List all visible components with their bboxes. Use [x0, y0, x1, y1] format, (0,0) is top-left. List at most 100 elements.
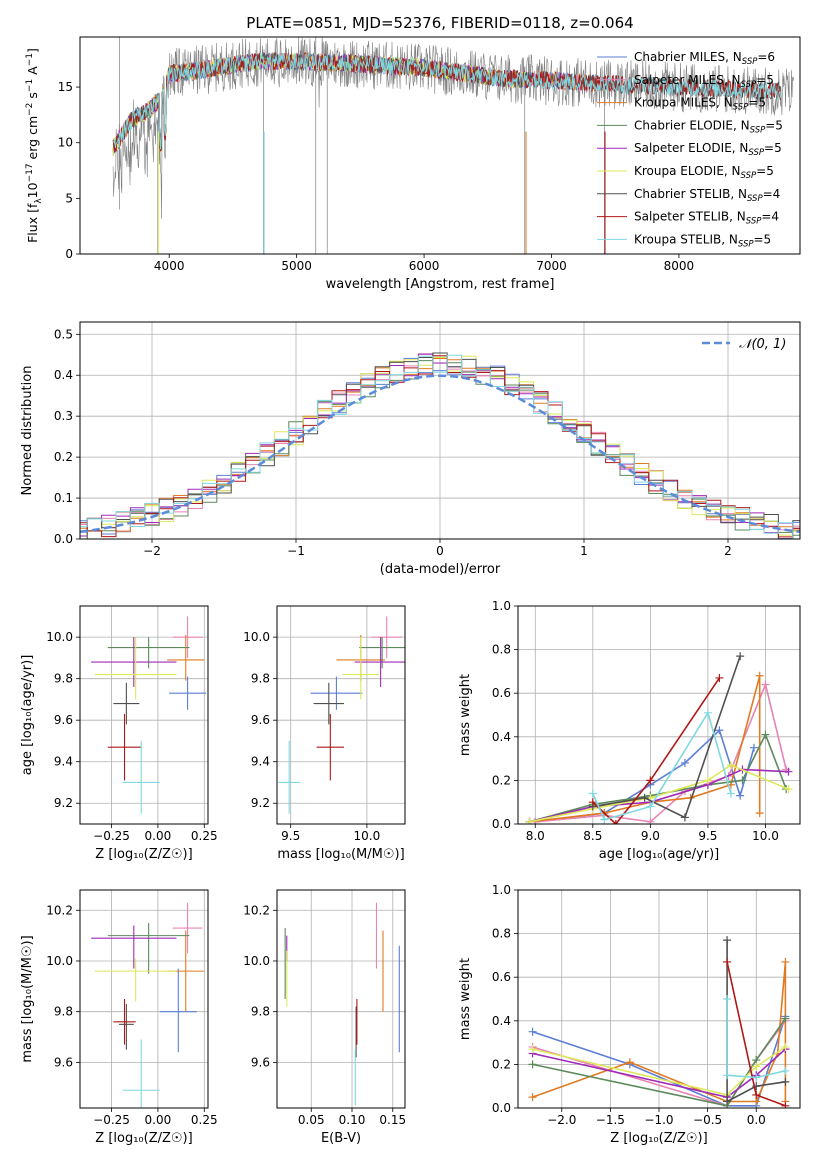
y-tick-label: 10.0 [46, 630, 73, 644]
legend-label-part: Salpeter MILES, N [634, 73, 741, 87]
weight-marker-salpeter_elodie [784, 767, 793, 776]
x-tick-label: 0.15 [379, 1113, 406, 1127]
weight-line-kroupa_stelib [726, 999, 786, 1079]
legend-label-part: Kroupa STELIB, N [634, 232, 738, 246]
y-tick-label: 1.0 [492, 883, 511, 897]
legend-label-sub: SSP [748, 148, 764, 158]
y-tick-label: 9.8 [251, 672, 270, 686]
y-tick-label: 1.0 [492, 599, 511, 613]
weight-line-chabrier_stelib [592, 655, 741, 819]
y-axis-label-part: A [25, 66, 40, 79]
legend-label-sub: SSP [742, 57, 758, 67]
y-tick-label: 10.2 [243, 903, 270, 917]
weight-marker-kroupa_miles [781, 957, 790, 966]
weight-marker-kroupa_miles [755, 809, 764, 818]
x-tick-label: −0.25 [93, 1113, 130, 1127]
weight-marker-chabrier_elodie [528, 1060, 537, 1069]
weight-line-kroupa_elodie [532, 1046, 786, 1096]
legend-label-sub: SSP [738, 239, 754, 249]
y-axis-label: mass weight [458, 674, 473, 756]
weight-marker-salpeter_stelib [752, 1090, 761, 1099]
y-axis-label: mass [log₁₀(M/M☉)] [20, 935, 35, 1062]
x-tick-label: 0.25 [191, 829, 218, 843]
y-tick-label: 9.2 [251, 796, 270, 810]
legend-label-part: =4 [761, 210, 779, 224]
x-tick-label: 0.10 [339, 1113, 366, 1127]
y-tick-label: 0.1 [54, 491, 73, 505]
x-tick-label: 2 [724, 544, 732, 558]
y-tick-label: 0.4 [492, 730, 511, 744]
panel-weight_age: 8.0 8.5 9.0 9.5 10.0 0.0 0.2 0.4 0.6 0.8 1.0 age [l… [458, 599, 801, 862]
y-tick-label: 0.2 [492, 773, 511, 787]
legend-label: Salpeter ELODIE, NSSP=5 [634, 141, 782, 158]
weight-marker-kroupa_elodie [703, 776, 712, 785]
x-tick-label: 10.0 [752, 829, 779, 843]
x-tick-label: −0.25 [93, 829, 130, 843]
y-tick-label: 9.2 [54, 796, 73, 810]
axes-frame [79, 605, 209, 825]
weight-marker-kroupa_miles [755, 671, 764, 680]
legend-label-part: =5 [754, 232, 772, 246]
plot-area [278, 616, 405, 814]
y-tick-label: 9.6 [251, 1055, 270, 1069]
panel-mass_Z: −0.25 0.00 0.25 9.6 9.8 10.0 10.2 Z [log₁₀(Z/Z☉… [20, 889, 218, 1146]
weight-line-salpeter_elodie [529, 768, 789, 823]
x-axis-label: Z [log₁₀(Z/Z☉)] [95, 1131, 192, 1146]
weight-marker-kroupa_stelib [723, 995, 732, 1003]
y-tick-label: 0.0 [492, 1101, 511, 1115]
y-tick-label: 0.4 [492, 1014, 511, 1028]
weight-marker-chabrier_elodie [761, 730, 770, 739]
legend-label-sub: SSP [747, 194, 763, 204]
x-tick-label: 7000 [536, 259, 567, 273]
x-tick-label: −1 [287, 544, 305, 558]
y-tick-label: 9.4 [54, 755, 73, 769]
weight-marker-kroupa_elodie [528, 1045, 537, 1054]
weight-marker-salpeter_miles [646, 817, 655, 824]
weight-marker-chabrier_stelib [640, 793, 649, 802]
x-tick-label: 0.00 [145, 1113, 172, 1127]
legend-label-sub: SSP [746, 217, 762, 227]
y-tick-label: 9.8 [251, 1005, 270, 1019]
axes-frame [276, 605, 406, 825]
plot-area [112, 37, 794, 254]
x-axis-label: Z [log₁₀(Z/Z☉)] [610, 1131, 707, 1146]
weight-marker-kroupa_stelib [600, 815, 609, 824]
legend-label-part: Chabrier MILES, N [634, 50, 742, 64]
y-axis-label-part: s [25, 92, 40, 103]
x-tick-label: −2 [143, 544, 161, 558]
observed-spectrum [112, 37, 794, 219]
legend-label: Kroupa ELODIE, NSSP=5 [634, 164, 774, 181]
weight-marker-kroupa_stelib [781, 1066, 790, 1075]
weight-marker-kroupa_stelib [703, 708, 712, 717]
y-axis-label-part: ] [25, 48, 40, 53]
y-axis-label-part: −1 [25, 53, 35, 66]
weight-line-chabrier_elodie [532, 1018, 787, 1107]
weight-marker-kroupa_stelib [752, 1073, 761, 1082]
weight-marker-kroupa_elodie [726, 761, 735, 770]
y-axis-label-part: Flux [f [25, 203, 40, 243]
y-tick-label: 10.0 [46, 954, 73, 968]
weight-marker-kroupa_miles [625, 1058, 634, 1067]
weight-marker-chabrier_miles [680, 758, 689, 767]
x-tick-label: 6000 [409, 259, 440, 273]
y-tick-label: 9.4 [251, 755, 270, 769]
weight-marker-chabrier_elodie [781, 1014, 790, 1023]
residual-histogram-kroupa_elodie [80, 355, 800, 539]
weight-marker-chabrier_stelib [736, 652, 745, 661]
x-axis-label: Z [log₁₀(Z/Z☉)] [95, 847, 192, 862]
y-axis-label: age [log₁₀(age/yr)] [20, 655, 35, 776]
weight-marker-salpeter_stelib [715, 673, 724, 682]
y-tick-label: 15 [58, 80, 73, 94]
normal-curve [80, 374, 800, 534]
y-tick-label: 0.2 [54, 450, 73, 464]
weight-marker-salpeter_stelib [646, 776, 655, 785]
weight-marker-kroupa_miles [528, 1093, 537, 1102]
y-axis-label: mass weight [458, 958, 473, 1040]
legend-label-part: =6 [757, 50, 775, 64]
legend-label: Salpeter MILES, NSSP=5 [634, 73, 774, 90]
residual-histogram-salpeter_elodie [80, 353, 800, 537]
y-axis-label-part: −1 [25, 79, 35, 92]
legend-label-sub: SSP [750, 125, 766, 135]
weight-marker-salpeter_stelib [611, 820, 620, 824]
x-tick-label: 8.0 [526, 829, 545, 843]
